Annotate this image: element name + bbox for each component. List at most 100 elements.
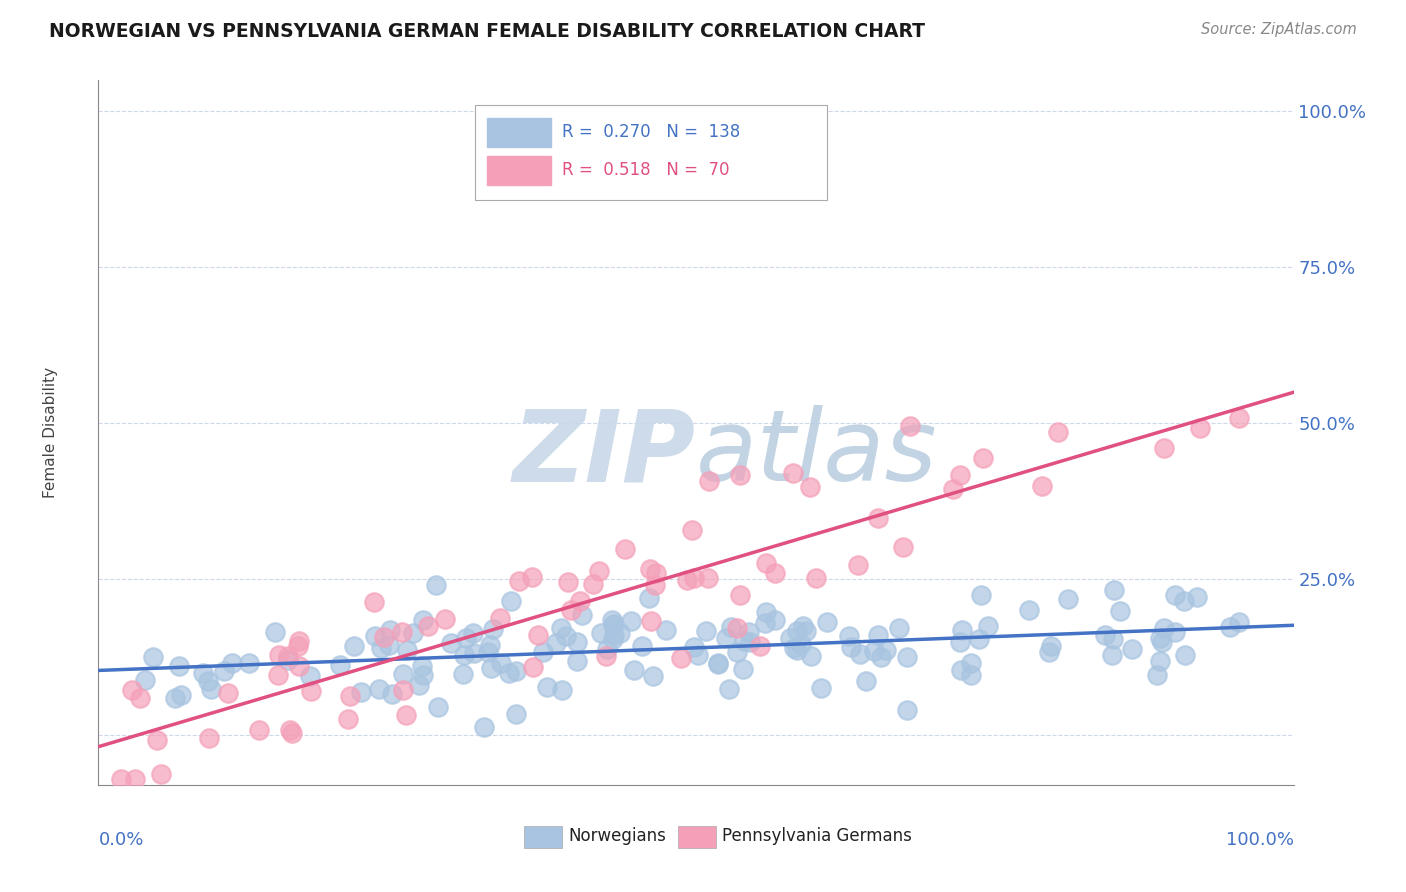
FancyBboxPatch shape — [678, 826, 716, 848]
Point — [602, 618, 624, 632]
Point — [949, 635, 972, 649]
Text: NORWEGIAN VS PENNSYLVANIA GERMAN FEMALE DISABILITY CORRELATION CHART: NORWEGIAN VS PENNSYLVANIA GERMAN FEMALE … — [49, 22, 925, 41]
Point — [363, 595, 385, 609]
Point — [1101, 648, 1123, 662]
Point — [794, 624, 817, 638]
Point — [478, 638, 501, 652]
Point — [391, 683, 413, 698]
Point — [1219, 620, 1241, 634]
Text: Pennsylvania Germans: Pennsylvania Germans — [723, 828, 912, 846]
Point — [337, 712, 360, 726]
Point — [800, 649, 823, 664]
Point — [749, 639, 772, 653]
Point — [198, 731, 221, 745]
Point — [395, 708, 418, 723]
Point — [392, 667, 415, 681]
Point — [810, 681, 832, 695]
Point — [269, 648, 291, 663]
Point — [221, 656, 243, 670]
Point — [863, 644, 886, 658]
Point — [1040, 640, 1063, 654]
Point — [416, 618, 439, 632]
Point — [550, 621, 572, 635]
Point — [426, 700, 449, 714]
Point — [804, 571, 827, 585]
Point — [602, 632, 624, 647]
Point — [557, 575, 579, 590]
Point — [887, 622, 910, 636]
Text: ZIP: ZIP — [513, 405, 696, 502]
Point — [1185, 590, 1208, 604]
Point — [1094, 628, 1116, 642]
Point — [1149, 654, 1171, 668]
Point — [682, 571, 704, 585]
Point — [278, 723, 301, 738]
Point — [1102, 582, 1125, 597]
Point — [267, 668, 290, 682]
Point — [609, 625, 631, 640]
Point — [191, 665, 214, 680]
Point — [716, 632, 738, 646]
Point — [481, 623, 503, 637]
Point — [669, 651, 692, 665]
Point — [645, 566, 668, 580]
Text: 100.0%: 100.0% — [1226, 830, 1294, 849]
Point — [1038, 645, 1060, 659]
Point — [1174, 648, 1197, 663]
Point — [730, 468, 752, 483]
Point — [683, 640, 706, 655]
Point — [738, 625, 761, 640]
Point — [786, 642, 808, 657]
Point — [411, 658, 433, 673]
Point — [1173, 594, 1195, 608]
Point — [725, 645, 748, 659]
Point — [498, 665, 520, 680]
Point — [1046, 425, 1069, 439]
Point — [456, 632, 478, 646]
Point — [212, 664, 235, 678]
Point — [402, 626, 425, 640]
Point — [792, 619, 814, 633]
Point — [396, 643, 419, 657]
Point — [725, 621, 748, 635]
Point — [815, 615, 838, 630]
Point — [522, 660, 544, 674]
Point — [839, 640, 862, 655]
Point — [799, 480, 821, 494]
Point — [637, 591, 659, 605]
Point — [287, 640, 309, 654]
Point — [875, 643, 897, 657]
Point — [782, 466, 804, 480]
Point — [343, 639, 366, 653]
Point — [631, 640, 654, 654]
Point — [571, 607, 593, 622]
Point — [453, 648, 475, 662]
Text: Source: ZipAtlas.com: Source: ZipAtlas.com — [1201, 22, 1357, 37]
Point — [707, 656, 730, 670]
Point — [568, 594, 591, 608]
Text: Female Disability: Female Disability — [44, 367, 58, 499]
Point — [1101, 632, 1123, 646]
Point — [367, 681, 389, 696]
Point — [373, 630, 395, 644]
Point — [281, 725, 304, 739]
Point — [451, 666, 474, 681]
FancyBboxPatch shape — [524, 826, 562, 848]
Point — [846, 558, 869, 572]
Point — [1153, 442, 1175, 456]
Point — [960, 656, 983, 670]
Point — [1227, 410, 1250, 425]
Point — [949, 468, 972, 483]
Point — [733, 634, 755, 648]
Point — [1146, 668, 1168, 682]
Point — [970, 588, 993, 602]
Point — [782, 641, 804, 656]
Point — [740, 635, 762, 649]
Point — [150, 766, 173, 780]
Text: atlas: atlas — [696, 405, 938, 502]
Point — [565, 635, 588, 649]
Point — [849, 647, 872, 661]
Point — [165, 691, 187, 706]
Point — [544, 636, 567, 650]
Point — [868, 628, 890, 642]
